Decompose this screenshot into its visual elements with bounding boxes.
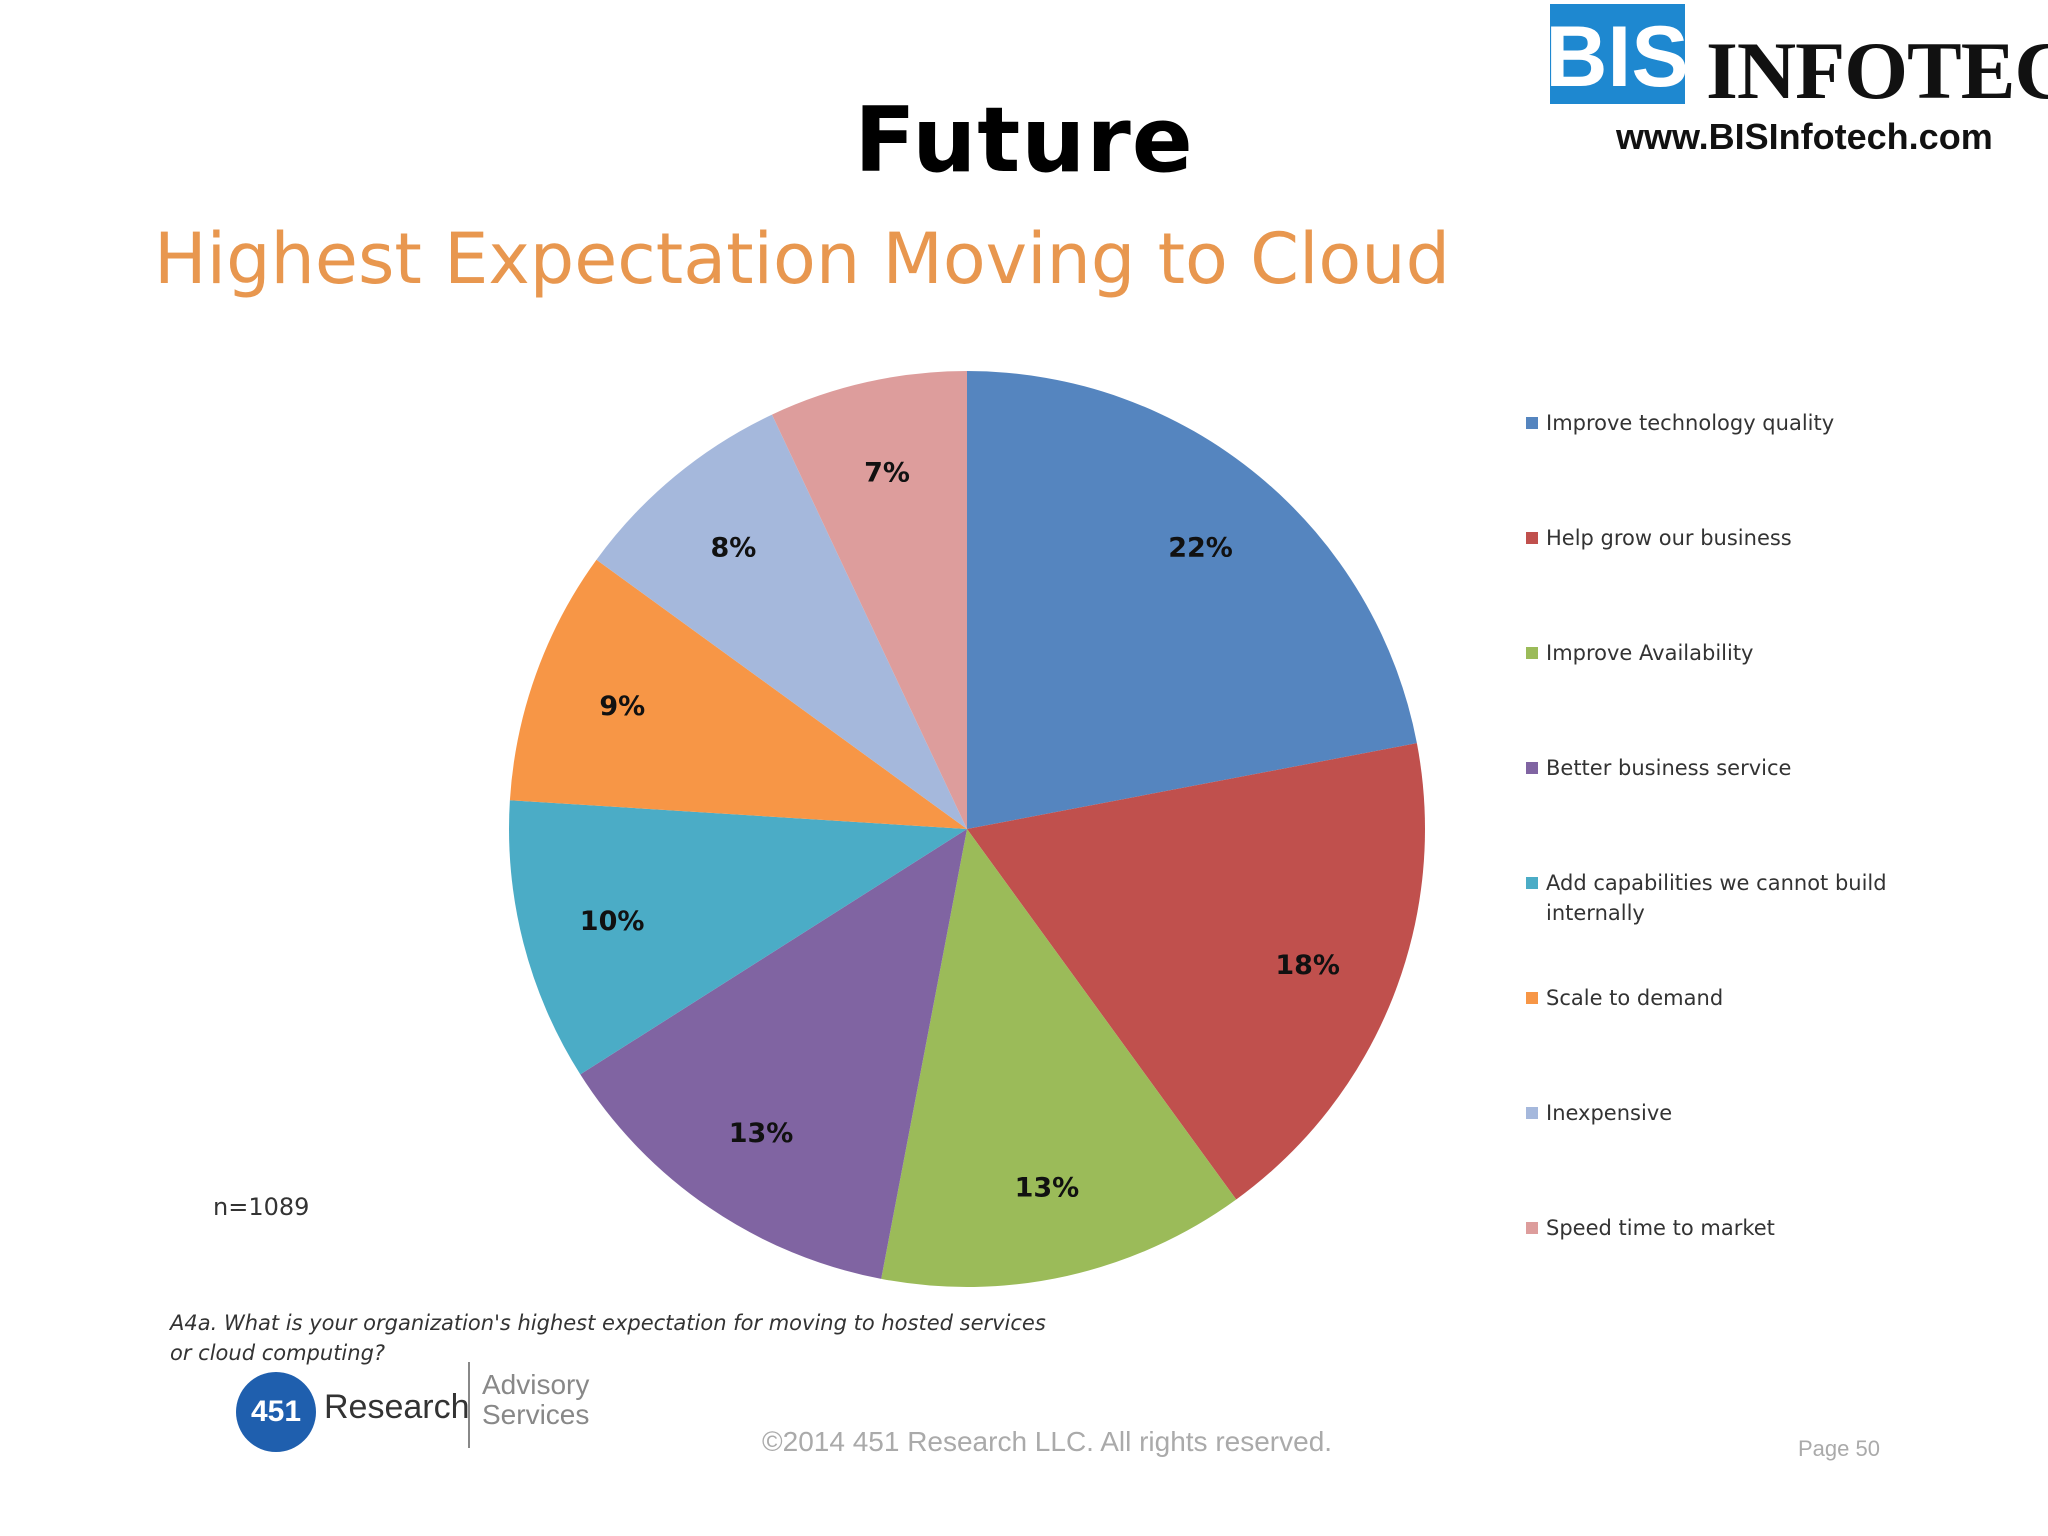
slice-data-label: 13% bbox=[1015, 1173, 1080, 1204]
advisory-line-1: Advisory bbox=[482, 1369, 590, 1400]
pie-slice bbox=[967, 743, 1426, 1200]
legend-item: Help grow our business bbox=[1526, 523, 1976, 553]
slide-title: Future bbox=[854, 88, 1194, 193]
logo-divider bbox=[468, 1362, 470, 1448]
legend-label: Scale to demand bbox=[1546, 986, 1724, 1010]
bis-logo-mark: BIS bbox=[1550, 4, 1685, 104]
research-number-badge: 451 bbox=[236, 1372, 316, 1452]
survey-question: A4a. What is your organization's highest… bbox=[170, 1311, 1046, 1365]
logo-url[interactable]: www.BISInfotech.com bbox=[1616, 116, 1993, 157]
legend-item: Add capabilities we cannot build interna… bbox=[1526, 868, 1976, 928]
legend-swatch bbox=[1526, 877, 1538, 889]
legend-label: Speed time to market bbox=[1546, 1216, 1775, 1240]
legend-item: Better business service bbox=[1526, 753, 1976, 783]
legend-item: Speed time to market bbox=[1526, 1213, 1976, 1243]
slice-data-label: 8% bbox=[711, 533, 757, 564]
slice-data-label: 10% bbox=[580, 906, 645, 937]
logo-brand-text: INFOTECH bbox=[1706, 25, 2048, 116]
legend-swatch bbox=[1526, 762, 1538, 774]
legend-swatch bbox=[1526, 1222, 1538, 1234]
pie-slice bbox=[596, 414, 967, 829]
legend-swatch bbox=[1526, 1107, 1538, 1119]
legend-label: Improve Availability bbox=[1546, 641, 1754, 665]
slice-data-label: 7% bbox=[864, 457, 910, 488]
legend-item: Improve Availability bbox=[1526, 638, 1976, 668]
research-word: Research bbox=[324, 1388, 470, 1426]
pie-slice bbox=[967, 371, 1417, 829]
legend-label: Improve technology quality bbox=[1546, 411, 1835, 435]
chart-title: Highest Expectation Moving to Cloud bbox=[154, 218, 1451, 300]
slice-data-label: 9% bbox=[599, 691, 645, 722]
slice-data-label: 22% bbox=[1168, 533, 1233, 564]
legend-label: Help grow our business bbox=[1546, 526, 1792, 550]
legend-label: Better business service bbox=[1546, 756, 1792, 780]
legend-swatch bbox=[1526, 417, 1538, 429]
legend-item: Improve technology quality bbox=[1526, 408, 1976, 438]
page-number: Page 50 bbox=[1798, 1436, 1880, 1461]
slice-data-label: 13% bbox=[729, 1118, 794, 1149]
legend-label: Add capabilities we cannot build interna… bbox=[1546, 871, 1887, 925]
pie-slice bbox=[580, 829, 967, 1279]
legend-swatch bbox=[1526, 992, 1538, 1004]
pie-slice bbox=[509, 559, 967, 829]
legend-swatch bbox=[1526, 647, 1538, 659]
bis-infotech-logo: BIS INFOTECH www.BISInfotech.com bbox=[1550, 0, 2048, 170]
legend-label: Inexpensive bbox=[1546, 1101, 1673, 1125]
advisory-services-text: Advisory Services bbox=[482, 1370, 652, 1430]
copyright-text: ©2014 451 Research LLC. All rights reser… bbox=[762, 1426, 1333, 1457]
pie-slice bbox=[881, 829, 1237, 1287]
pie-slice bbox=[771, 371, 967, 829]
advisory-line-2: Services bbox=[482, 1399, 590, 1430]
451-research-logo: 451 Research Advisory Services bbox=[236, 1362, 656, 1452]
slice-data-label: 18% bbox=[1275, 950, 1340, 981]
legend-item: Inexpensive bbox=[1526, 1098, 1976, 1128]
legend-swatch bbox=[1526, 532, 1538, 544]
legend-item: Scale to demand bbox=[1526, 983, 1976, 1013]
sample-size-note: n=1089 bbox=[213, 1193, 310, 1221]
pie-slice bbox=[509, 800, 967, 1075]
bis-logo-mark-text: BIS bbox=[1550, 9, 1685, 104]
